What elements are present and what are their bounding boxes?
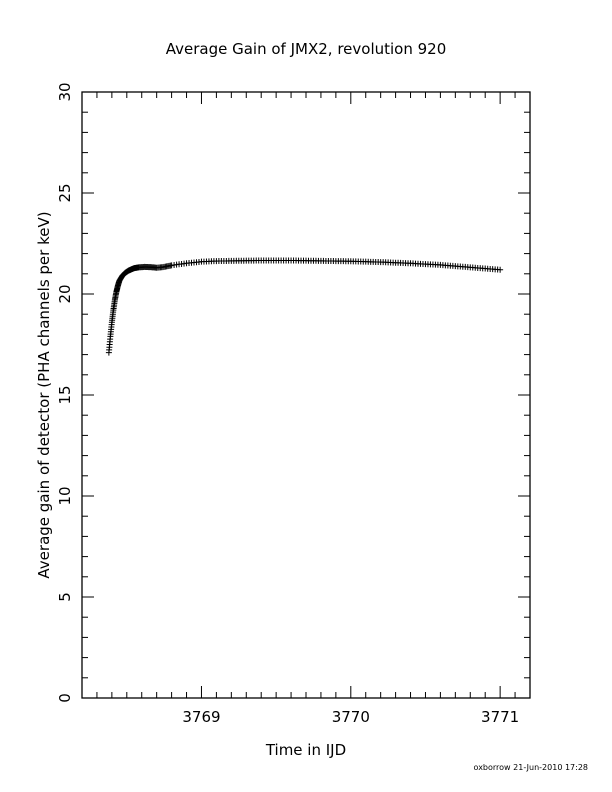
plot-frame xyxy=(81,91,531,699)
y-tick-label: 20 xyxy=(56,284,74,303)
y-tick-label: 30 xyxy=(56,82,74,101)
y-tick-label: 15 xyxy=(56,385,74,404)
tick-labels: 3769 3770 3771 0 5 10 15 20 25 30 xyxy=(56,82,519,726)
y-tick-label: 25 xyxy=(56,183,74,202)
y-axis-label: Average gain of detector (PHA channels p… xyxy=(35,211,53,578)
x-tick-label: 3769 xyxy=(182,708,220,726)
axis-ticks xyxy=(82,91,530,699)
x-tick-label: 3771 xyxy=(481,708,519,726)
footer-credit: oxborrow 21-Jun-2010 17:28 xyxy=(474,763,588,772)
data-points xyxy=(105,257,504,356)
data-point xyxy=(497,266,504,273)
y-tick-label: 0 xyxy=(56,693,74,703)
y-tick-label: 5 xyxy=(56,592,74,602)
chart-title: Average Gain of JMX2, revolution 920 xyxy=(166,40,447,58)
x-axis-label: Time in IJD xyxy=(265,741,346,759)
y-tick-label: 10 xyxy=(56,486,74,505)
x-tick-label: 3770 xyxy=(332,708,370,726)
